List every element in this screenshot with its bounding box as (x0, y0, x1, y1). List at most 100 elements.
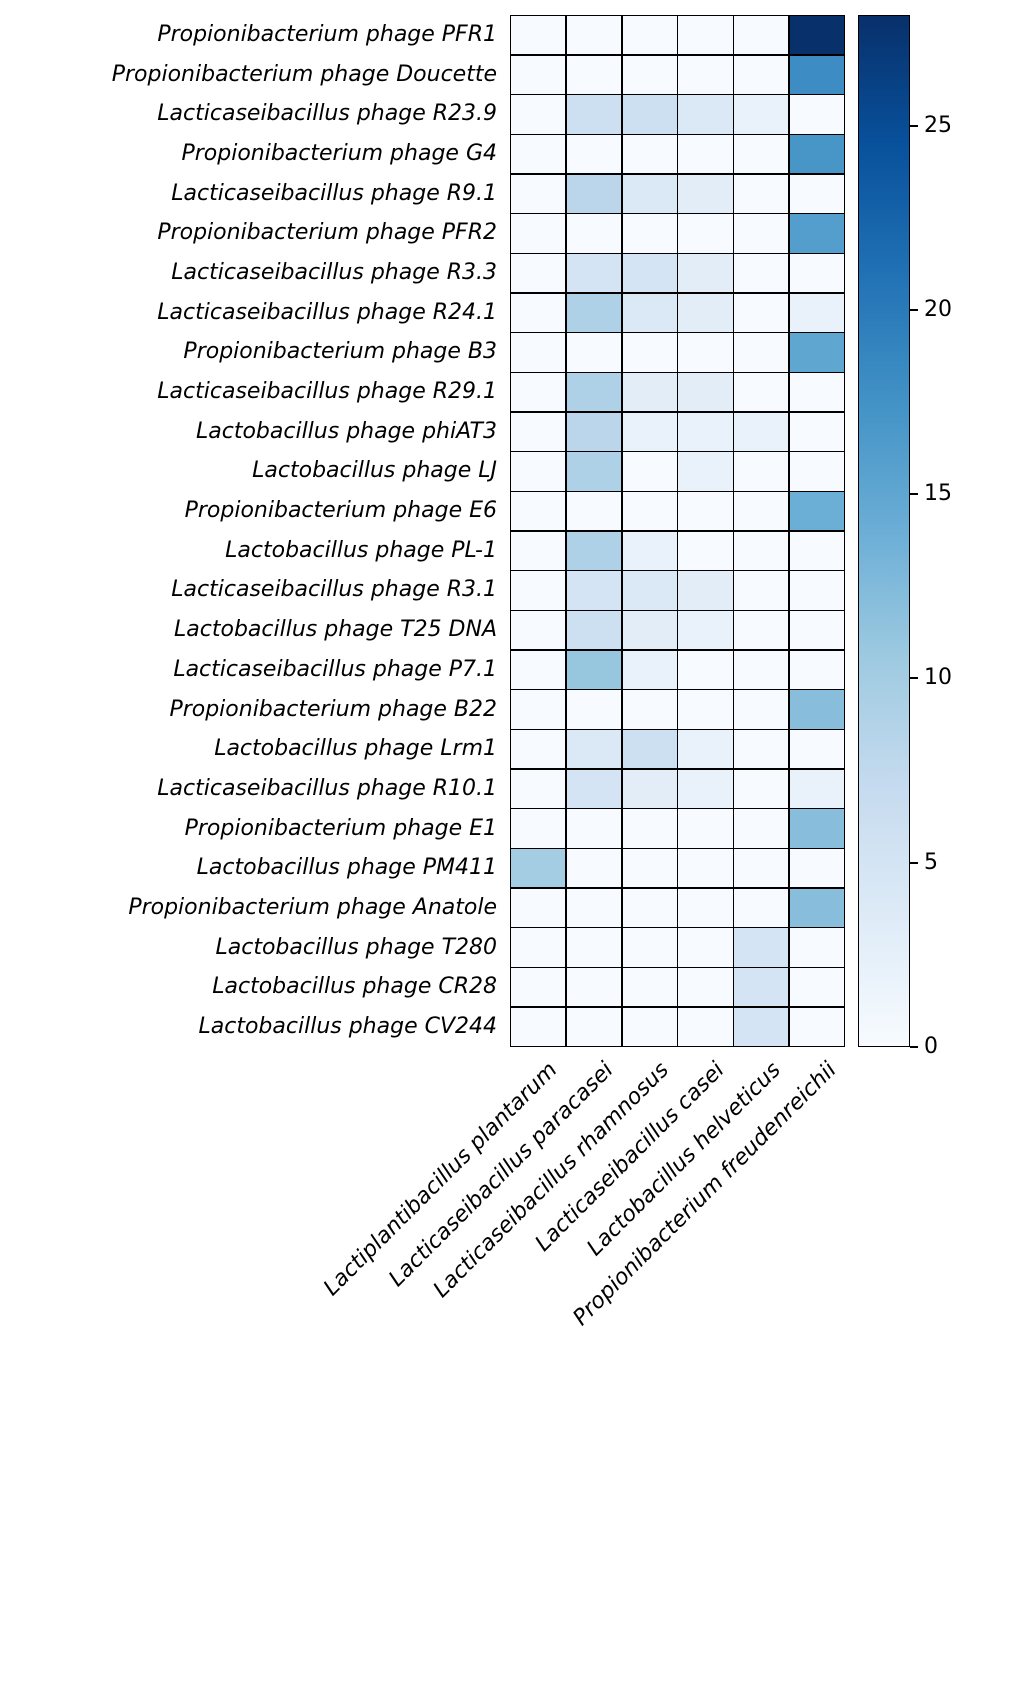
heatmap-cell (734, 888, 789, 927)
heatmap-cell (678, 174, 733, 213)
heatmap-cell (622, 16, 677, 55)
heatmap-cell (511, 254, 566, 293)
heatmap-cell (622, 531, 677, 570)
heatmap-cell (566, 95, 621, 134)
heatmap-cell (622, 730, 677, 769)
heatmap-cell (734, 531, 789, 570)
heatmap-cell (734, 650, 789, 689)
heatmap-cell (511, 571, 566, 610)
row-label: Lactobacillus phage PL-1 (225, 537, 497, 563)
heatmap-cell (678, 769, 733, 808)
heatmap-cell (789, 571, 844, 610)
heatmap-cell (678, 16, 733, 55)
heatmap-cell (678, 928, 733, 967)
row-label: Propionibacterium phage B22 (169, 696, 497, 722)
heatmap-cell (789, 611, 844, 650)
heatmap-cell (566, 214, 621, 253)
heatmap-cell (511, 531, 566, 570)
heatmap-cell (511, 293, 566, 332)
row-label: Propionibacterium phage Doucette (111, 61, 497, 87)
row-label: Lactobacillus phage T25 DNA (174, 617, 497, 643)
heatmap-cell (511, 809, 566, 848)
heatmap-cell (511, 888, 566, 927)
heatmap-cell (511, 55, 566, 94)
heatmap-cell (678, 412, 733, 451)
heatmap-cell (511, 214, 566, 253)
heatmap-cell (511, 452, 566, 491)
heatmap-cell (622, 1007, 677, 1046)
heatmap-cell (511, 492, 566, 531)
colorbar-tick-label: 5 (924, 849, 938, 875)
heatmap-cell (566, 690, 621, 729)
heatmap-cell (566, 730, 621, 769)
heatmap-cell (622, 690, 677, 729)
heatmap-cell (734, 373, 789, 412)
heatmap-cell (622, 135, 677, 174)
heatmap-cell (566, 888, 621, 927)
heatmap-cell (622, 452, 677, 491)
heatmap-cell (678, 730, 733, 769)
heatmap-cell (734, 492, 789, 531)
heatmap-cell (566, 412, 621, 451)
row-label: Propionibacterium phage B3 (183, 339, 497, 365)
row-label: Lactobacillus phage CV244 (198, 1014, 497, 1040)
colorbar-tick-label: 15 (924, 481, 952, 507)
heatmap-cell (734, 849, 789, 888)
heatmap-cell (734, 254, 789, 293)
heatmap-cell (734, 571, 789, 610)
heatmap-cell (789, 531, 844, 570)
heatmap-cell (622, 650, 677, 689)
row-label: Propionibacterium phage PFR1 (157, 21, 497, 47)
column-label: Lactiplantibacillus plantarum (318, 1057, 563, 1301)
heatmap-cell (789, 968, 844, 1007)
heatmap-cell (678, 849, 733, 888)
row-label: Lacticaseibacillus phage R29.1 (157, 379, 497, 405)
row-label: Lactobacillus phage phiAT3 (196, 418, 497, 444)
heatmap-cell (678, 135, 733, 174)
heatmap-cell (678, 214, 733, 253)
heatmap-cell (622, 373, 677, 412)
heatmap-cell (566, 254, 621, 293)
heatmap-cell (678, 650, 733, 689)
row-label: Lacticaseibacillus phage R10.1 (157, 775, 497, 801)
heatmap-cell (566, 849, 621, 888)
heatmap-cell (566, 809, 621, 848)
heatmap-cell (789, 174, 844, 213)
heatmap-cell (511, 928, 566, 967)
heatmap-cell (734, 611, 789, 650)
heatmap-cell (789, 1007, 844, 1046)
heatmap-cell (511, 16, 566, 55)
row-label: Lactobacillus phage PM411 (196, 855, 497, 881)
heatmap-cell (511, 333, 566, 372)
heatmap-cell (734, 452, 789, 491)
heatmap-cell (566, 135, 621, 174)
heatmap-cell (734, 95, 789, 134)
heatmap-cell (678, 531, 733, 570)
heatmap-cell (622, 571, 677, 610)
colorbar-tick-label: 25 (924, 112, 952, 138)
colorbar-tick-label: 10 (924, 665, 952, 691)
heatmap-cell (566, 293, 621, 332)
row-label: Lacticaseibacillus phage R9.1 (171, 180, 497, 206)
heatmap-cell (566, 571, 621, 610)
heatmap-cell (789, 373, 844, 412)
heatmap-grid (510, 15, 845, 1047)
row-label: Lacticaseibacillus phage P7.1 (173, 656, 497, 682)
colorbar-tick-mark (910, 493, 918, 496)
colorbar-tick-mark (910, 124, 918, 127)
heatmap-cell (789, 690, 844, 729)
heatmap-cell (622, 888, 677, 927)
heatmap-cell (734, 968, 789, 1007)
row-label: Propionibacterium phage E1 (184, 815, 497, 841)
colorbar-tick-label: 20 (924, 296, 952, 322)
heatmap-cell (566, 373, 621, 412)
heatmap-cell (511, 135, 566, 174)
heatmap-cell (566, 16, 621, 55)
heatmap-cell (789, 293, 844, 332)
heatmap-cell (734, 690, 789, 729)
heatmap-cell (566, 928, 621, 967)
heatmap-cell (566, 174, 621, 213)
heatmap-cell (678, 968, 733, 1007)
row-label: Lactobacillus phage LJ (252, 458, 497, 484)
